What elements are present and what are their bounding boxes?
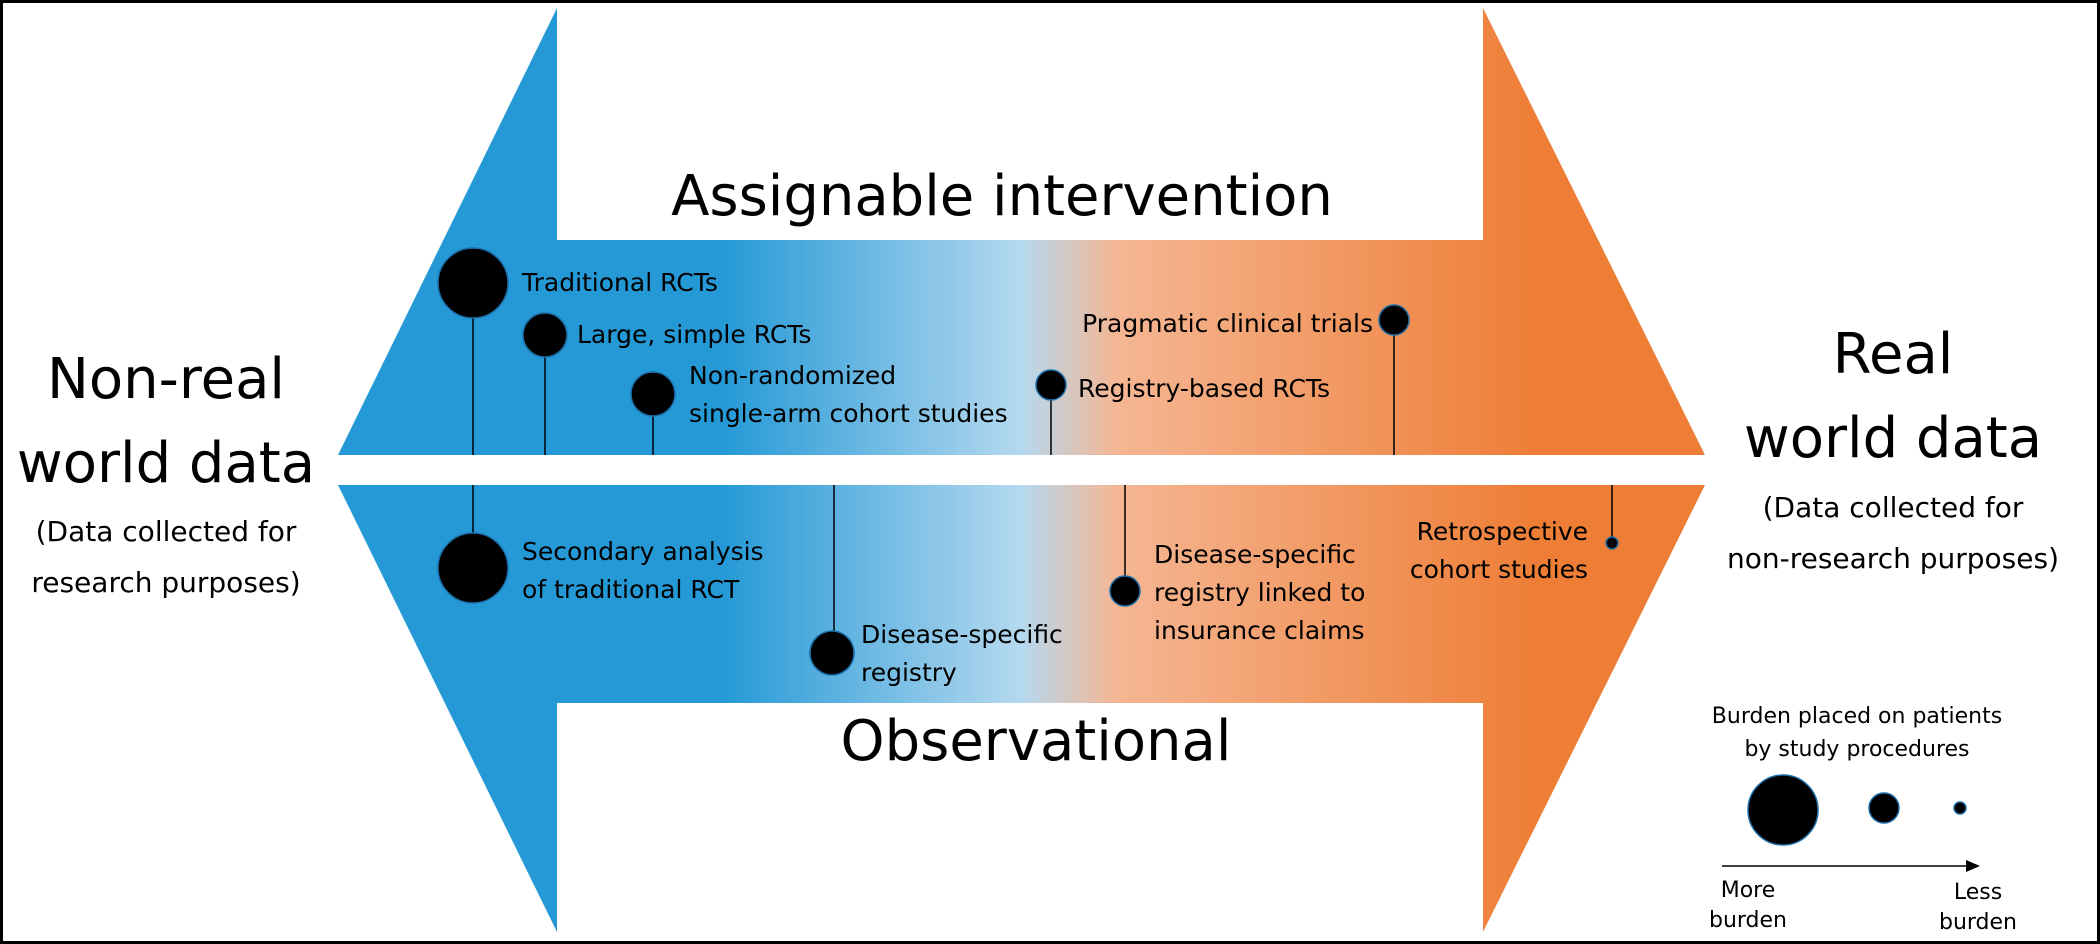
right-subtitle-line2: non-research purposes) [1727,542,2059,575]
pragmatic-trials-dot [1378,304,1410,336]
top-header: Assignable intervention [671,164,1333,229]
nonrandomized-label-line1: Non-randomized [689,361,896,390]
left-title-line2: world data [17,431,315,496]
large-simple-rcts-label: Large, simple RCTs [577,320,811,349]
legend-less-line1: Less [1954,880,2002,905]
right-title-line2: world data [1744,406,2042,471]
left-subtitle-line1: (Data collected for [36,515,297,548]
secondary-analysis-label-line2: of traditional RCT [522,575,740,604]
legend-arrow-head [1966,860,1980,872]
legend-more-line2: burden [1709,908,1787,933]
left-title-line1: Non-real [47,347,285,412]
band-divider [320,455,1720,485]
legend-large-dot [1747,774,1819,846]
legend-title-line2: by study procedures [1744,737,1969,762]
nonrandomized-label-line2: single-arm cohort studies [689,399,1008,428]
disease-registry-label-line1: Disease-specific [861,620,1063,649]
linked-registry-label-line1: Disease-specific [1154,540,1356,569]
large-simple-rcts-dot [522,312,568,358]
left-subtitle-line2: research purposes) [31,566,300,599]
top-arrow-band [338,8,1705,455]
bottom-arrow-band [338,485,1705,932]
secondary-analysis-dot [437,532,509,604]
legend-small-dot [1953,801,1967,815]
disease-registry-dot [809,630,855,676]
retrospective-label-line2: cohort studies [1410,555,1588,584]
linked-registry-label-line2: registry linked to [1154,578,1365,607]
pragmatic-trials-label: Pragmatic clinical trials [1082,309,1373,338]
retrospective-dot [1605,536,1619,550]
traditional-rcts-label: Traditional RCTs [521,268,718,297]
registry-based-rcts-label: Registry-based RCTs [1078,374,1330,403]
secondary-analysis-label-line1: Secondary analysis [522,537,764,566]
legend-more-line1: More [1721,878,1776,903]
bottom-header: Observational [841,709,1232,774]
registry-based-rcts-dot [1035,369,1067,401]
right-subtitle-line1: (Data collected for [1763,491,2024,524]
linked-registry-dot [1109,575,1141,607]
legend-title-line1: Burden placed on patients [1712,704,2002,729]
nonrandomized-dot [630,371,676,417]
right-title-line1: Real [1833,322,1954,387]
traditional-rcts-dot [437,247,509,319]
retrospective-label-line1: Retrospective [1417,517,1588,546]
disease-registry-label-line2: registry [861,658,957,687]
legend-less-line2: burden [1939,910,2017,935]
linked-registry-label-line3: insurance claims [1154,616,1365,645]
legend-medium-dot [1868,792,1900,824]
